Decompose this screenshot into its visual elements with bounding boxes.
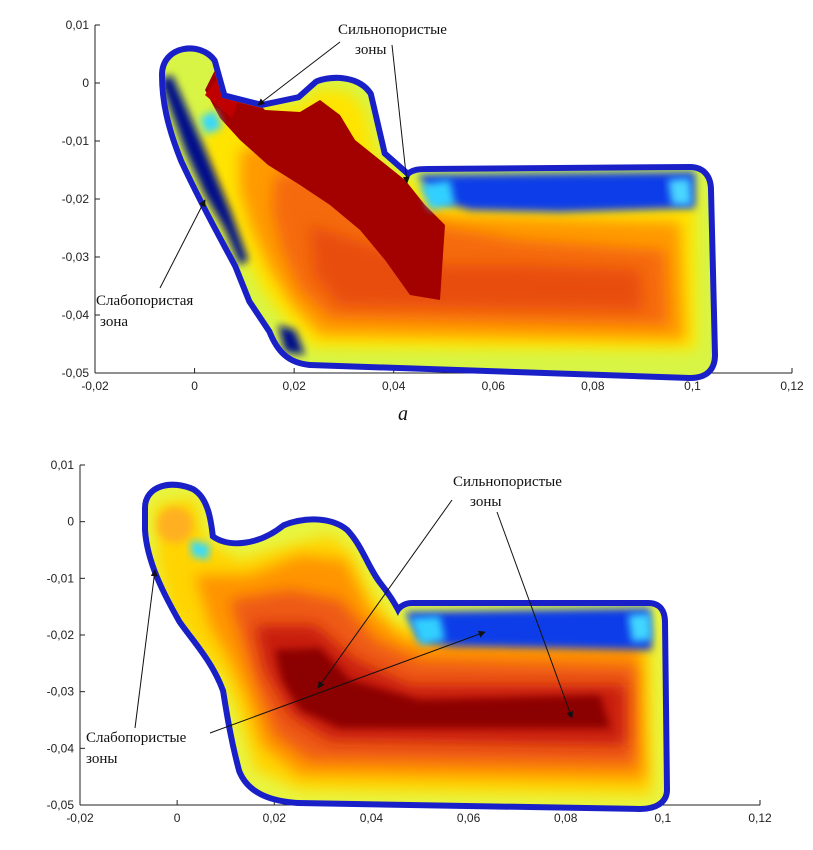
x-tick-label: 0,08 [554,811,578,825]
y-tick-label: 0 [67,515,74,529]
annotation-arrow [257,41,341,106]
y-tick-label: -0,05 [47,798,75,812]
ticks-a: -0,02 0 0,02 0,04 0,06 0,08 0,1 0,12 0,01 0 -0,01 -… [62,18,804,393]
x-tick-label: 0,12 [780,379,804,393]
y-tick-label: -0,03 [47,685,75,699]
x-tick-label: 0,04 [382,379,406,393]
annotation-weak-a-line2: зона [100,314,128,330]
y-tick-label: -0,04 [47,741,75,755]
x-tick-label: 0,06 [457,811,481,825]
porosity-field-a [159,45,718,381]
x-tick-label: 0,1 [684,379,701,393]
annotation-strong-a-line2: зоны [355,42,386,58]
x-tick-label: 0,08 [581,379,605,393]
annotation-weak-b: Слабопористые зоны [86,569,486,767]
annotation-arrow [209,630,486,734]
annotation-strong-b-line2: зоны [470,494,501,510]
x-tick-label: -0,02 [66,811,94,825]
annotation-strong-b: Сильнопористые зоны [317,474,574,719]
annotation-weak-b-line1: Слабопористые [86,730,187,746]
annotation-weak-a-line1: Слабопористая [96,293,193,309]
x-tick-label: 0,06 [482,379,506,393]
porosity-field-b [142,481,670,812]
annotation-strong-a: Сильнопористые зоны [257,22,447,184]
annotation-weak-b-line2: зоны [86,751,117,767]
panel-label-a: a [398,403,408,425]
y-tick-label: 0,01 [66,18,90,32]
x-tick-label: 0,02 [263,811,287,825]
x-tick-label: 0 [191,379,198,393]
x-tick-label: -0,02 [81,379,109,393]
y-tick-label: -0,04 [62,308,90,322]
annotation-strong-a-line1: Сильнопористые [338,22,447,38]
annotation-strong-b-line1: Сильнопористые [453,474,562,490]
y-tick-label: -0,02 [62,192,90,206]
y-tick-label: 0,01 [51,458,75,472]
annotation-arrow [134,569,158,729]
annotation-arrow [317,499,453,689]
x-tick-label: 0,04 [360,811,384,825]
annotation-arrow [159,199,206,289]
y-tick-label: -0,01 [47,571,75,585]
annotation-arrow [496,511,574,719]
x-tick-label: 0 [174,811,181,825]
x-tick-label: 0,12 [748,811,772,825]
panel-a: -0,02 0 0,02 0,04 0,06 0,08 0,1 0,12 0,01 0 -0,01 -… [62,18,804,425]
y-tick-label: 0 [82,76,89,90]
x-tick-label: 0,1 [655,811,672,825]
annotation-arrow [391,44,410,184]
y-tick-label: -0,01 [62,134,90,148]
y-tick-label: -0,05 [62,366,90,380]
ticks-b: -0,02 0 0,02 0,04 0,06 0,08 0,1 0,12 0,01 0 -0,01 -… [47,458,772,825]
annotation-weak-a: Слабопористая зона [96,199,206,330]
y-tick-label: -0,03 [62,250,90,264]
y-tick-label: -0,02 [47,628,75,642]
x-tick-label: 0,02 [282,379,306,393]
panel-b: -0,02 0 0,02 0,04 0,06 0,08 0,1 0,12 0,01 0 -0,01 -… [47,458,772,825]
